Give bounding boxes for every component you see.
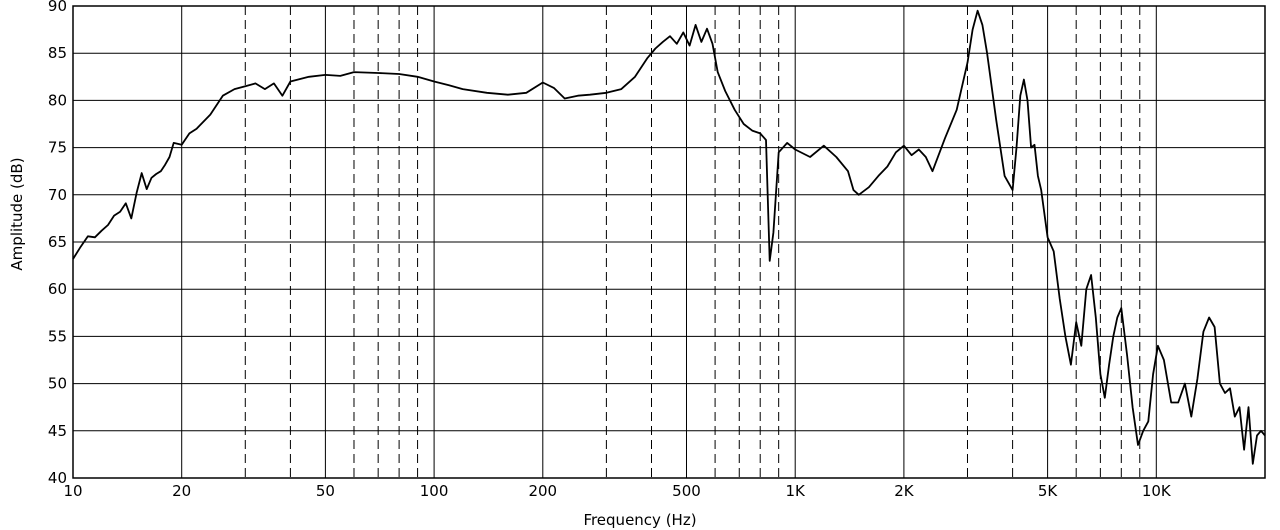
y-tick-label: 65	[48, 233, 67, 251]
x-tick-label: 20	[172, 482, 191, 500]
x-tick-label: 200	[528, 482, 557, 500]
y-tick-label: 90	[48, 0, 67, 15]
x-tick-label: 10	[63, 482, 82, 500]
amplitude-series-line	[72, 9, 1266, 465]
tick-labels: 40 45 50 55 60 65 70 75 80 85 90 10 20 50 100 200 500 1K 2…	[48, 0, 1172, 500]
x-tick-label: 10K	[1142, 482, 1172, 500]
x-tick-label: 2K	[894, 482, 915, 500]
x-tick-label: 1K	[786, 482, 807, 500]
x-tick-label: 5K	[1038, 482, 1059, 500]
y-tick-label: 60	[48, 280, 67, 298]
y-tick-label: 55	[48, 327, 67, 345]
y-tick-label: 40	[48, 469, 67, 487]
y-tick-label: 75	[48, 139, 67, 157]
y-axis-label: Amplitude (dB)	[8, 157, 26, 270]
plot-border	[72, 5, 1266, 479]
y-tick-label: 50	[48, 375, 67, 393]
y-tick-label: 80	[48, 91, 67, 109]
x-tick-label: 500	[672, 482, 701, 500]
x-axis-label: Frequency (Hz)	[583, 511, 696, 529]
y-tick-label: 45	[48, 422, 67, 440]
series-group	[72, 9, 1266, 465]
x-tick-label: 100	[420, 482, 449, 500]
x-tick-label: 50	[316, 482, 335, 500]
y-tick-label: 85	[48, 44, 67, 62]
y-tick-label: 70	[48, 186, 67, 204]
